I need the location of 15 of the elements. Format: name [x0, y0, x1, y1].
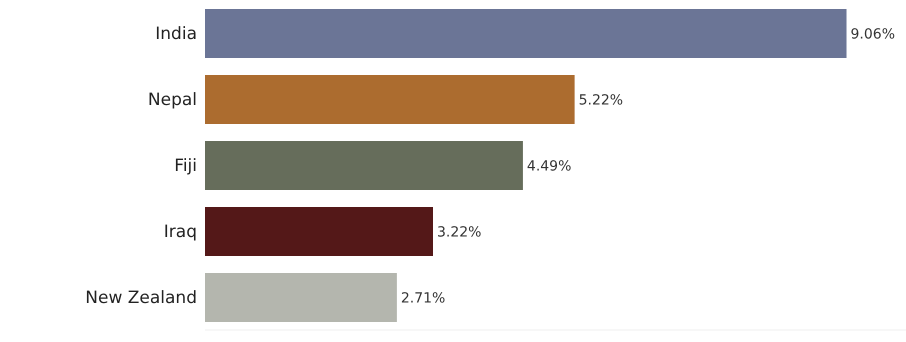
y-tick-label: Fiji — [174, 156, 197, 176]
data-label: 2.71% — [400, 290, 446, 306]
y-tick-label: Nepal — [148, 90, 197, 110]
bar — [205, 273, 397, 322]
data-label: 4.49% — [526, 158, 572, 174]
bar — [205, 207, 433, 256]
bar — [205, 141, 523, 190]
bar — [205, 9, 847, 58]
data-label: 3.22% — [437, 224, 482, 240]
data-label: 5.22% — [578, 92, 624, 108]
bar — [205, 75, 575, 124]
y-tick-label: Iraq — [164, 222, 197, 242]
data-label: 9.06% — [850, 26, 896, 42]
y-tick-label: India — [155, 24, 197, 44]
y-tick-label: New Zealand — [85, 288, 197, 308]
